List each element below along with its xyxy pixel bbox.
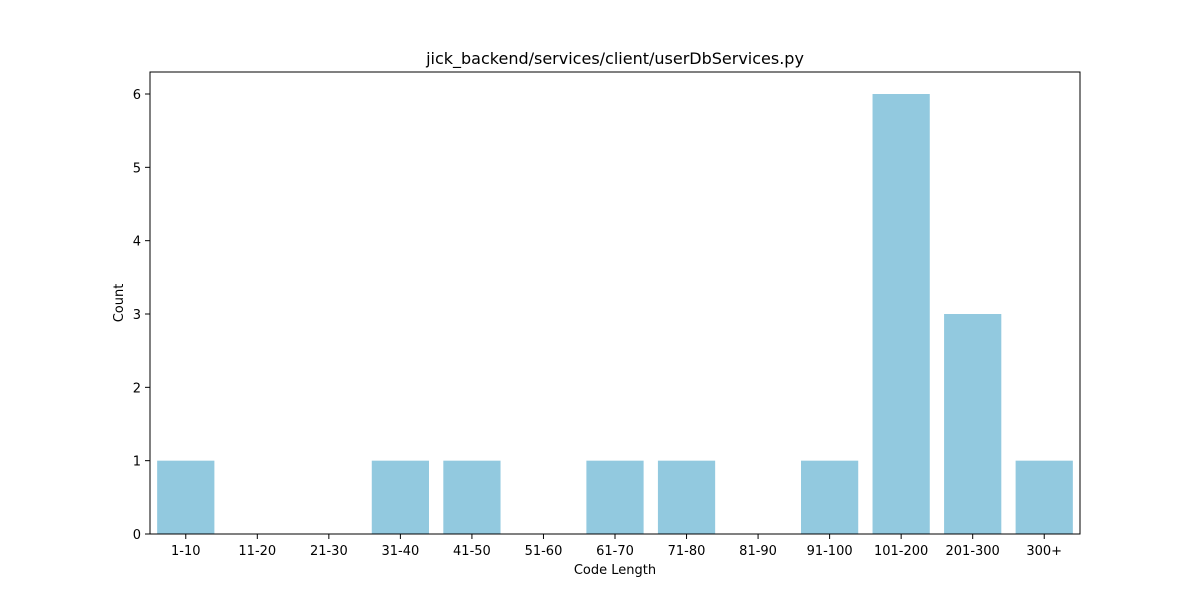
y-tick-label: 0 <box>133 528 141 543</box>
x-axis-ticks: 1-10 11-20 21-30 31-40 41-50 51-60 61-70 71-80 8… <box>171 534 1062 559</box>
y-tick-label: 6 <box>133 88 141 103</box>
y-tick-label: 1 <box>133 455 141 470</box>
x-tick-label: 81-90 <box>739 544 777 559</box>
bar-1-10 <box>157 460 215 534</box>
x-tick-label: 71-80 <box>668 544 706 559</box>
y-tick-label: 2 <box>133 381 141 396</box>
y-tick-label: 3 <box>133 308 141 323</box>
x-axis-label: Code Length <box>574 563 656 578</box>
x-tick-label: 61-70 <box>596 544 634 559</box>
y-axis-label: Count <box>112 284 127 323</box>
bar-41-50 <box>443 460 501 534</box>
bar-91-100 <box>801 460 859 534</box>
x-tick-label: 101-200 <box>874 544 928 559</box>
bar-71-80 <box>657 460 716 534</box>
plot-frame <box>149 71 1081 535</box>
bar-31-40 <box>371 460 429 534</box>
bar-201-300 <box>944 314 1002 534</box>
bar-300+ <box>1015 460 1073 534</box>
x-tick-label: 91-100 <box>807 544 853 559</box>
x-tick-label: 11-20 <box>238 544 276 559</box>
bar-101-200 <box>872 94 930 534</box>
x-tick-label: 51-60 <box>525 544 563 559</box>
bar-61-70 <box>586 460 644 534</box>
y-tick-label: 5 <box>133 161 141 176</box>
x-tick-label: 1-10 <box>171 544 201 559</box>
x-tick-label: 31-40 <box>381 544 419 559</box>
chart-title: jick_backend/services/client/userDbServi… <box>425 49 804 69</box>
y-axis-ticks: 0 1 2 3 4 5 6 <box>133 88 150 543</box>
x-tick-label: 300+ <box>1026 544 1062 559</box>
x-tick-label: 201-300 <box>946 544 1000 559</box>
x-tick-label: 41-50 <box>453 544 491 559</box>
bars-group <box>157 94 1073 534</box>
y-tick-label: 4 <box>133 235 141 250</box>
x-tick-label: 21-30 <box>310 544 348 559</box>
